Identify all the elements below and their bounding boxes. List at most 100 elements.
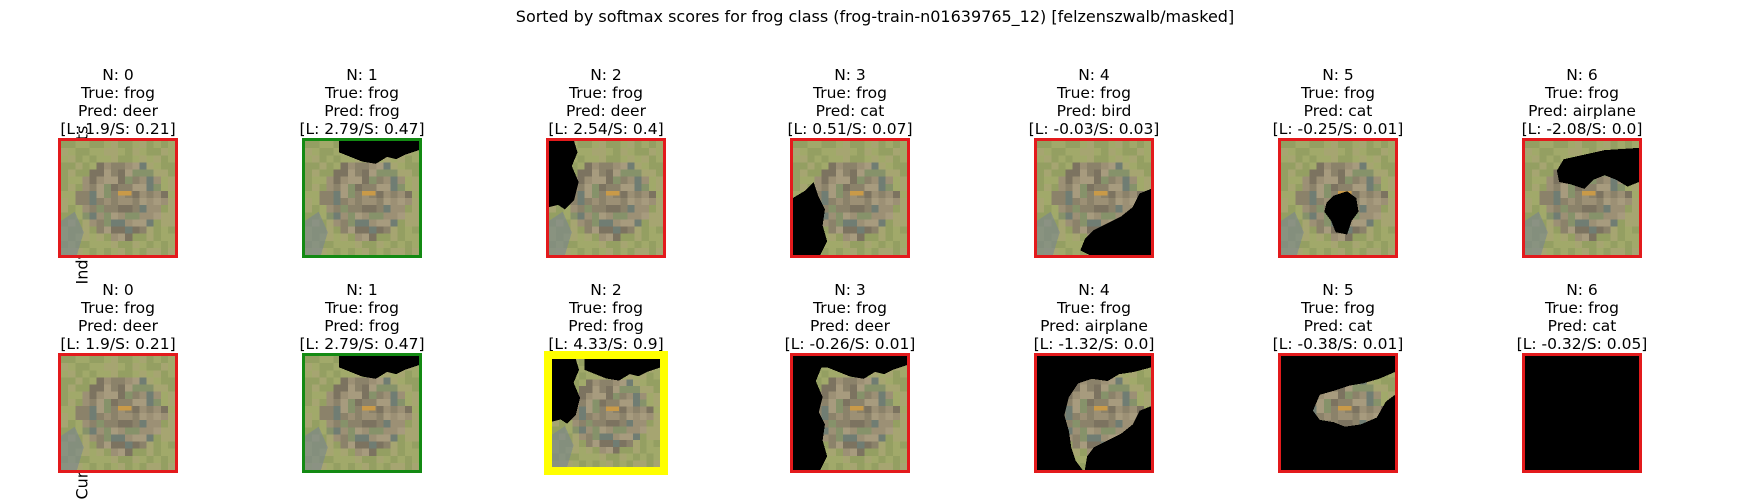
- segment-panel: N: 1 True: frog Pred: frog [L: 2.79/S: 0.47…: [262, 281, 462, 473]
- caption-score: [L: 2.54/S: 0.4]: [548, 120, 664, 138]
- panel-caption: N: 1 True: frog Pred: frog [L: 2.79/S: 0.47…: [262, 66, 462, 138]
- caption-true: True: frog: [569, 84, 643, 102]
- mask-region: [1556, 147, 1639, 189]
- caption-score: [L: -1.32/S: 0.0]: [1033, 335, 1155, 353]
- caption-score: [L: 4.33/S: 0.9]: [548, 335, 664, 353]
- panel-caption: N: 3 True: frog Pred: cat [L: 0.51/S: 0.07]: [750, 66, 950, 138]
- mask-region: [793, 397, 828, 470]
- panel-caption: N: 4 True: frog Pred: airplane [L: -1.32/S:…: [994, 281, 1194, 353]
- segment-panel: N: 0 True: frog Pred: deer [L: 1.9/S: 0.21]: [18, 281, 218, 473]
- caption-pred: Pred: bird: [1056, 102, 1132, 120]
- mask-region: [339, 356, 419, 379]
- caption-pred: Pred: cat: [1303, 102, 1373, 120]
- mask-region: [1281, 356, 1395, 470]
- panel-thumbnail: [790, 353, 910, 473]
- caption-true: True: frog: [1301, 84, 1375, 102]
- frog-thumbnail-image: [549, 141, 663, 255]
- caption-score: [L: 1.9/S: 0.21]: [60, 120, 176, 138]
- caption-true: True: frog: [1545, 84, 1619, 102]
- frog-thumbnail-image: [793, 356, 907, 470]
- caption-pred: Pred: deer: [78, 102, 158, 120]
- caption-pred: Pred: cat: [815, 102, 885, 120]
- caption-n: N: 3: [834, 66, 866, 84]
- caption-n: N: 2: [590, 281, 622, 299]
- caption-true: True: frog: [1301, 299, 1375, 317]
- caption-true: True: frog: [1057, 299, 1131, 317]
- caption-true: True: frog: [325, 299, 399, 317]
- segment-panel: N: 2 True: frog Pred: frog [L: 4.33/S: 0.9]: [506, 281, 706, 475]
- caption-n: N: 6: [1566, 66, 1598, 84]
- caption-n: N: 4: [1078, 66, 1110, 84]
- caption-true: True: frog: [1545, 299, 1619, 317]
- panel-thumbnail: [546, 138, 666, 258]
- caption-score: [L: -0.26/S: 0.01]: [784, 335, 916, 353]
- panel-caption: N: 0 True: frog Pred: deer [L: 1.9/S: 0.21]: [18, 66, 218, 138]
- panel-caption: N: 5 True: frog Pred: cat [L: -0.38/S: 0.01…: [1238, 281, 1438, 353]
- panel-caption: N: 2 True: frog Pred: deer [L: 2.54/S: 0.4]: [506, 66, 706, 138]
- mask-region: [339, 141, 419, 164]
- caption-n: N: 5: [1322, 281, 1354, 299]
- segment-panel: N: 6 True: frog Pred: cat [L: -0.32/S: 0.05…: [1482, 281, 1682, 473]
- caption-pred: Pred: airplane: [1040, 317, 1148, 335]
- mask-region: [584, 359, 660, 381]
- caption-true: True: frog: [81, 299, 155, 317]
- caption-score: [L: -0.32/S: 0.05]: [1516, 335, 1648, 353]
- caption-pred: Pred: airplane: [1528, 102, 1636, 120]
- caption-n: N: 0: [102, 66, 134, 84]
- caption-score: [L: -0.25/S: 0.01]: [1272, 120, 1404, 138]
- panel-caption: N: 2 True: frog Pred: frog [L: 4.33/S: 0.9]: [506, 281, 706, 353]
- mask-region: [549, 141, 579, 210]
- panel-thumbnail: [302, 138, 422, 258]
- panel-thumbnail: [58, 138, 178, 258]
- caption-score: [L: -2.08/S: 0.0]: [1521, 120, 1643, 138]
- caption-n: N: 2: [590, 66, 622, 84]
- caption-n: N: 5: [1322, 66, 1354, 84]
- caption-true: True: frog: [325, 84, 399, 102]
- frog-thumbnail-image: [1525, 141, 1639, 255]
- panel-thumbnail: [1278, 138, 1398, 258]
- mask-region: [552, 359, 581, 424]
- frog-thumbnail-image: [1281, 141, 1395, 255]
- caption-score: [L: 2.79/S: 0.47]: [299, 120, 425, 138]
- caption-score: [L: 0.51/S: 0.07]: [787, 120, 913, 138]
- panel-thumbnail: [1034, 353, 1154, 473]
- caption-true: True: frog: [813, 84, 887, 102]
- panel-thumbnail: [544, 351, 668, 475]
- frog-thumbnail-image: [305, 141, 419, 255]
- segment-panel: N: 5 True: frog Pred: cat [L: -0.38/S: 0.01…: [1238, 281, 1438, 473]
- panel-caption: N: 1 True: frog Pred: frog [L: 2.79/S: 0.47…: [262, 281, 462, 353]
- caption-pred: Pred: cat: [1547, 317, 1617, 335]
- segment-panel: N: 3 True: frog Pred: cat [L: 0.51/S: 0.07]: [750, 66, 950, 258]
- frog-thumbnail-image: [1525, 356, 1639, 470]
- caption-pred: Pred: deer: [810, 317, 890, 335]
- frog-thumbnail-image: [305, 356, 419, 470]
- mask-region: [1525, 356, 1639, 470]
- panel-thumbnail: [58, 353, 178, 473]
- segment-panel: N: 3 True: frog Pred: deer [L: -0.26/S: 0.0…: [750, 281, 950, 473]
- segment-panel: N: 2 True: frog Pred: deer [L: 2.54/S: 0.4]: [506, 66, 706, 258]
- caption-n: N: 3: [834, 281, 866, 299]
- caption-score: [L: 1.9/S: 0.21]: [60, 335, 176, 353]
- panel-thumbnail: [1034, 138, 1154, 258]
- segment-panel: N: 5 True: frog Pred: cat [L: -0.25/S: 0.01…: [1238, 66, 1438, 258]
- caption-score: [L: 2.79/S: 0.47]: [299, 335, 425, 353]
- caption-n: N: 6: [1566, 281, 1598, 299]
- panel-caption: N: 6 True: frog Pred: airplane [L: -2.08/S:…: [1482, 66, 1682, 138]
- panel-thumbnail: [790, 138, 910, 258]
- caption-pred: Pred: cat: [1303, 317, 1373, 335]
- caption-pred: Pred: deer: [566, 102, 646, 120]
- segment-panel: N: 4 True: frog Pred: bird [L: -0.03/S: 0.0…: [994, 66, 1194, 258]
- caption-true: True: frog: [569, 299, 643, 317]
- figure-title: Sorted by softmax scores for frog class …: [515, 7, 1235, 26]
- caption-true: True: frog: [813, 299, 887, 317]
- panel-thumbnail: [302, 353, 422, 473]
- frog-thumbnail-image: [61, 356, 175, 470]
- frog-thumbnail-image: [1037, 141, 1151, 255]
- caption-pred: Pred: deer: [78, 317, 158, 335]
- mask-region: [1084, 406, 1151, 470]
- caption-n: N: 1: [346, 66, 378, 84]
- mask-region: [793, 182, 828, 255]
- segment-panel: N: 1 True: frog Pred: frog [L: 2.79/S: 0.47…: [262, 66, 462, 258]
- caption-pred: Pred: frog: [324, 102, 400, 120]
- caption-score: [L: -0.38/S: 0.01]: [1272, 335, 1404, 353]
